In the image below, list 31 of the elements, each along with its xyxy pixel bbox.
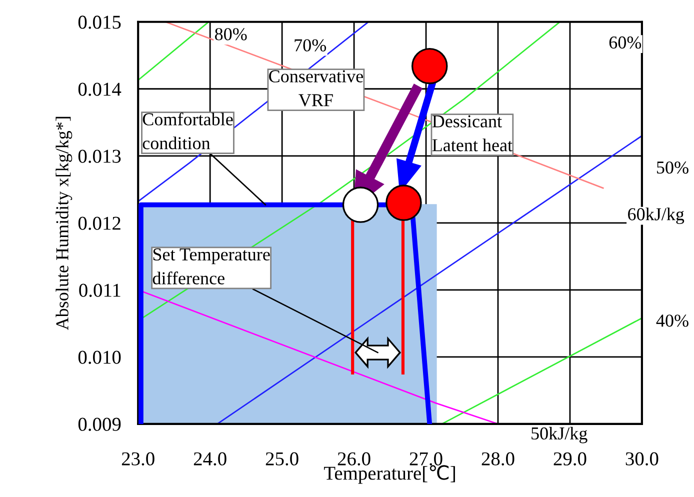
x-tick-label: 23.0 (122, 452, 154, 466)
text: 60% (609, 36, 642, 49)
point (386, 184, 422, 221)
y-axis-title: Absolute Humidity x[kg/kg*] (56, 116, 72, 330)
series-label: 80% (215, 28, 247, 40)
x-tick-label: 29.0 (554, 452, 586, 466)
point (342, 186, 379, 223)
x-tick-label: 25.0 (266, 452, 298, 466)
y-tick-label: 0.013 (78, 150, 121, 163)
series-label: 60kJ/kg (628, 208, 684, 224)
annotation: Set Temperature difference (152, 248, 270, 284)
point (411, 48, 448, 84)
x-axis-title: Temperature[℃] (324, 465, 455, 484)
x-tick-label: 26.0 (338, 452, 370, 466)
x-tick-label: 30.0 (626, 452, 658, 466)
series-label: 40% (656, 314, 688, 327)
x-tick-label: 27.0 (410, 452, 442, 466)
y-tick-label: 0.011 (79, 284, 120, 297)
x-tick-label: 28.0 (482, 452, 514, 466)
series-label: 70% (294, 39, 326, 52)
annotation: Comfortable condition (142, 112, 233, 150)
x-tick-label: 24.0 (194, 452, 226, 466)
y-tick-label: 0.010 (78, 350, 121, 364)
series-label: 50kJ/kg (532, 426, 588, 444)
annotation: Conservative VRF (269, 70, 363, 106)
y-tick-label: 0.015 (78, 16, 121, 29)
annotation: Dessicant Latent heat (432, 115, 512, 152)
y-tick-label: 0.012 (78, 216, 120, 230)
y-tick-label: 0.009 (78, 418, 121, 431)
series-label: 50% (657, 161, 688, 174)
y-tick-label: 0.014 (78, 82, 122, 96)
